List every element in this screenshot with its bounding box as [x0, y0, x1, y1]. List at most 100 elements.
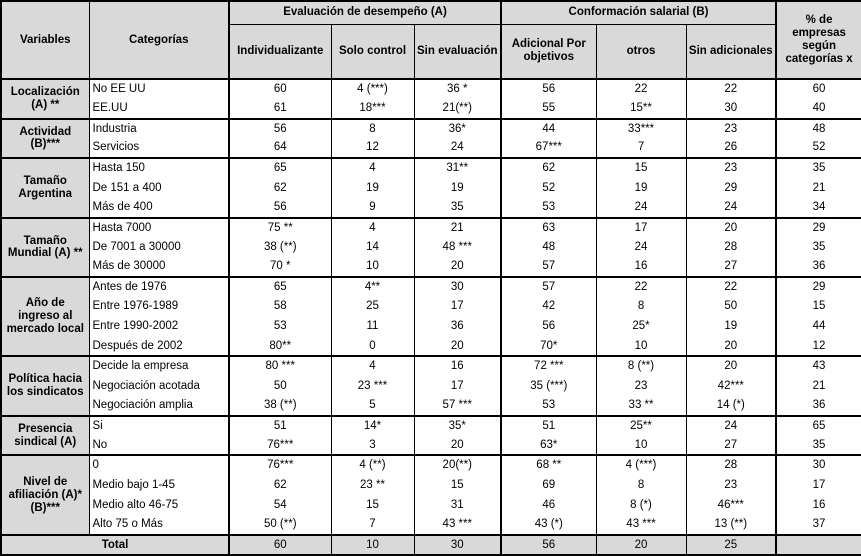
table-row: Año de ingreso al mercado local Antes de …	[0, 276, 861, 357]
category-cell: 0	[88, 454, 230, 476]
value-cell: 8	[595, 296, 687, 317]
header-categorias: Categorías	[88, 0, 230, 80]
value-cell: 43 ***	[413, 514, 502, 535]
category-cell: Alto 75 o Más	[88, 514, 230, 535]
value-cell: 31	[413, 495, 502, 515]
subheader-solo-control: Solo control	[330, 23, 415, 80]
subheader-sin-evaluacion: Sin evaluación	[413, 23, 502, 80]
subheader-adicional-objetivos: Adicional Por objetivos	[500, 23, 597, 80]
value-cell: 21	[413, 216, 502, 238]
value-cell: 48	[775, 117, 861, 139]
total-value-cell: 10	[330, 534, 415, 555]
category-cell: Hasta 7000	[88, 216, 230, 238]
variable-cell: Política hacia los sindicatos	[0, 355, 90, 416]
value-cell: 65	[228, 157, 332, 179]
value-cell: 20	[685, 336, 777, 357]
value-cell: 38 (**)	[228, 396, 332, 416]
category-cell: No	[88, 435, 230, 456]
category-cell: Hasta 150	[88, 157, 230, 179]
table-row: No 76*** 3 20 63* 10 27 35	[1, 435, 861, 456]
table-row: Tamaño Argentina Hasta 150 65 4 31** 62 15 23 35	[0, 157, 861, 218]
value-cell: 38 (**)	[228, 237, 332, 258]
value-cell: 36	[775, 396, 861, 416]
variable-cell: Nivel de afiliación (A)* (B)***	[0, 454, 90, 535]
total-row: Total 60 10 30 56 20 25	[0, 534, 861, 555]
subheader-otros: otros	[595, 23, 687, 80]
value-cell: 20	[685, 216, 777, 238]
value-cell: 4	[330, 216, 415, 238]
value-cell: 30	[685, 98, 777, 119]
value-cell: 4 (***)	[595, 454, 687, 476]
value-cell: 15	[775, 296, 861, 317]
value-cell: 80**	[228, 336, 332, 357]
value-cell: 7	[330, 514, 415, 535]
value-cell: 60	[775, 78, 861, 99]
value-cell: 8	[595, 475, 687, 496]
value-cell: 18***	[330, 98, 415, 119]
category-cell: Industria	[88, 117, 230, 139]
value-cell: 4 (***)	[330, 78, 415, 99]
value-cell: 24	[595, 237, 687, 258]
table-row: Después de 2002 80** 0 20 70* 10 20 12	[1, 336, 861, 357]
variable-cell: Localización (A) **	[0, 78, 90, 119]
value-cell: 28	[685, 237, 777, 258]
value-cell: 24	[595, 197, 687, 218]
value-cell: 0	[330, 336, 415, 357]
category-cell: Más de 400	[88, 197, 230, 218]
category-cell: Más de 30000	[88, 257, 230, 278]
value-cell: 52	[775, 138, 861, 159]
value-cell: 10	[595, 435, 687, 456]
value-cell: 25	[330, 296, 415, 317]
value-cell: 23	[595, 376, 687, 396]
value-cell: 35	[775, 435, 861, 456]
table-row: Negociación acotada 50 23 *** 17 35 (***) 23 4…	[1, 376, 861, 396]
value-cell: 35	[775, 157, 861, 179]
value-cell: 46***	[685, 495, 777, 515]
table-row: Entre 1976-1989 58 25 17 42 8 50 15	[1, 296, 861, 317]
header-pct-empresas: % de empresas según categorías x	[775, 0, 861, 80]
value-cell: 17	[413, 376, 502, 396]
table-row: Más de 400 56 9 35 53 24 24 34	[1, 197, 861, 218]
value-cell: 33 **	[595, 396, 687, 416]
value-cell: 17	[595, 216, 687, 238]
value-cell: 35	[775, 237, 861, 258]
value-cell: 24	[685, 197, 777, 218]
value-cell: 19	[330, 178, 415, 198]
value-cell: 53	[228, 316, 332, 337]
category-cell: Servicios	[88, 138, 230, 159]
table-row: Medio bajo 1-45 62 23 ** 15 69 8 23 17	[1, 475, 861, 496]
category-cell: Medio alto 46-75	[88, 495, 230, 515]
value-cell: 15	[413, 475, 502, 496]
value-cell: 50	[685, 296, 777, 317]
value-cell: 20	[685, 355, 777, 377]
value-cell: 63	[500, 216, 597, 238]
value-cell: 29	[775, 216, 861, 238]
category-cell: EE.UU	[88, 98, 230, 119]
value-cell: 51	[228, 414, 332, 436]
value-cell: 8 (**)	[595, 355, 687, 377]
category-cell: Si	[88, 414, 230, 436]
value-cell: 80 ***	[228, 355, 332, 377]
subheader-individualizante: Individualizante	[228, 23, 332, 80]
value-cell: 72 ***	[500, 355, 597, 377]
table-row: Tamaño Mundial (A) ** Hasta 7000 75 ** 4 21 6…	[0, 216, 861, 278]
category-cell: Negociación amplia	[88, 396, 230, 416]
value-cell: 4**	[330, 276, 415, 297]
value-cell: 19	[413, 178, 502, 198]
value-cell: 19	[595, 178, 687, 198]
value-cell: 30	[775, 454, 861, 476]
variable-cell: Tamaño Mundial (A) **	[0, 216, 90, 278]
value-cell: 15**	[595, 98, 687, 119]
value-cell: 16	[413, 355, 502, 377]
value-cell: 14	[330, 237, 415, 258]
value-cell: 50 (**)	[228, 514, 332, 535]
value-cell: 19	[685, 316, 777, 337]
table-row: Medio alto 46-75 54 15 31 46 8 (*) 46*** 16	[1, 495, 861, 515]
value-cell: 68 **	[500, 454, 597, 476]
value-cell: 25**	[595, 414, 687, 436]
value-cell: 43	[775, 355, 861, 377]
value-cell: 62	[228, 475, 332, 496]
table-row: Nivel de afiliación (A)* (B)*** 0 76*** 4 (…	[0, 454, 861, 535]
total-value-cell: 56	[500, 534, 597, 555]
value-cell: 57 ***	[413, 396, 502, 416]
